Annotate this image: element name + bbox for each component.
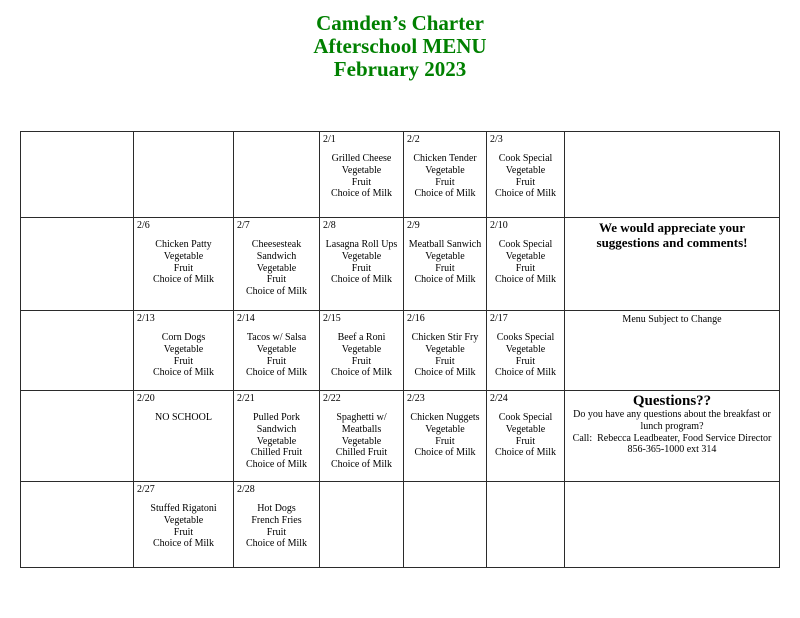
suggestions-note: We would appreciate your suggestions and… — [596, 220, 748, 250]
date-label: 2/1 — [323, 134, 336, 145]
empty-day-cell — [233, 131, 320, 218]
menu-items: NO SCHOOL — [155, 412, 212, 423]
menu-items: Cook Special Vegetable Fruit Choice of M… — [494, 153, 557, 200]
menu-items: Cooks Special Vegetable Fruit Choice of … — [494, 332, 557, 379]
document-title: Camden’s Charter Afterschool MENU Februa… — [0, 12, 800, 81]
empty-day-cell — [20, 131, 134, 218]
date-label: 2/21 — [237, 393, 255, 404]
date-label: 2/17 — [490, 313, 508, 324]
questions-line-2: Call: Rebecca Leadbeater, Food Service D… — [572, 432, 772, 444]
day-cell-2-13: 2/13 Corn Dogs Vegetable Fruit Choice of… — [133, 310, 234, 391]
note-cell-suggestions: We would appreciate your suggestions and… — [564, 217, 780, 311]
note-cell-empty — [564, 481, 780, 568]
day-cell-2-27: 2/27 Stuffed Rigatoni Vegetable Fruit Ch… — [133, 481, 234, 568]
menu-items: Beef a Roni Vegetable Fruit Choice of Mi… — [330, 332, 393, 379]
title-line-month: February 2023 — [333, 57, 467, 81]
day-cell-2-9: 2/9 Meatball Sanwich Vegetable Fruit Cho… — [403, 217, 487, 311]
date-label: 2/2 — [407, 134, 420, 145]
note-cell-empty — [564, 131, 780, 218]
day-cell-2-8: 2/8 Lasagna Roll Ups Vegetable Fruit Cho… — [319, 217, 404, 311]
day-cell-2-2: 2/2 Chicken Tender Vegetable Fruit Choic… — [403, 131, 487, 218]
menu-items: Chicken Nuggets Vegetable Fruit Choice o… — [410, 412, 480, 459]
day-cell-2-10: 2/10 Cook Special Vegetable Fruit Choice… — [486, 217, 565, 311]
date-label: 2/16 — [407, 313, 425, 324]
calendar-week-row-3: 2/13 Corn Dogs Vegetable Fruit Choice of… — [20, 310, 780, 391]
date-label: 2/13 — [137, 313, 155, 324]
questions-line-3: 856-365-1000 ext 314 — [627, 444, 717, 456]
day-cell-2-15: 2/15 Beef a Roni Vegetable Fruit Choice … — [319, 310, 404, 391]
menu-items: Hot Dogs French Fries Fruit Choice of Mi… — [245, 503, 308, 550]
note-cell-questions: Questions?? Do you have any questions ab… — [564, 390, 780, 482]
menu-items: Meatball Sanwich Vegetable Fruit Choice … — [408, 239, 482, 286]
menu-items: Stuffed Rigatoni Vegetable Fruit Choice … — [150, 503, 217, 550]
date-label: 2/14 — [237, 313, 255, 324]
calendar-week-row-2: 2/6 Chicken Patty Vegetable Fruit Choice… — [20, 217, 780, 311]
menu-items: Corn Dogs Vegetable Fruit Choice of Milk — [152, 332, 215, 379]
empty-day-cell — [319, 481, 404, 568]
empty-day-cell — [20, 390, 134, 482]
day-cell-2-21: 2/21 Pulled Pork Sandwich Vegetable Chil… — [233, 390, 320, 482]
empty-day-cell — [20, 217, 134, 311]
menu-items: Grilled Cheese Vegetable Fruit Choice of… — [330, 153, 393, 200]
date-label: 2/6 — [137, 220, 150, 231]
menu-items: Cook Special Vegetable Fruit Choice of M… — [494, 239, 557, 286]
empty-day-cell — [20, 481, 134, 568]
title-line-school-name: Camden’s Charter — [316, 11, 484, 35]
date-label: 2/20 — [137, 393, 155, 404]
questions-line-1: Do you have any questions about the brea… — [573, 409, 771, 432]
date-label: 2/28 — [237, 484, 255, 495]
note-cell-subject-to-change: Menu Subject to Change — [564, 310, 780, 391]
date-label: 2/9 — [407, 220, 420, 231]
day-cell-2-20: 2/20 NO SCHOOL — [133, 390, 234, 482]
day-cell-2-22: 2/22 Spaghetti w/ Meatballs Vegetable Ch… — [319, 390, 404, 482]
date-label: 2/24 — [490, 393, 508, 404]
day-cell-2-16: 2/16 Chicken Stir Fry Vegetable Fruit Ch… — [403, 310, 487, 391]
day-cell-2-23: 2/23 Chicken Nuggets Vegetable Fruit Cho… — [403, 390, 487, 482]
day-cell-2-1: 2/1 Grilled Cheese Vegetable Fruit Choic… — [319, 131, 404, 218]
empty-day-cell — [403, 481, 487, 568]
calendar-week-row-5: 2/27 Stuffed Rigatoni Vegetable Fruit Ch… — [20, 481, 780, 568]
date-label: 2/27 — [137, 484, 155, 495]
title-line-menu-type: Afterschool MENU — [313, 34, 487, 58]
empty-day-cell — [133, 131, 234, 218]
day-cell-2-17: 2/17 Cooks Special Vegetable Fruit Choic… — [486, 310, 565, 391]
day-cell-2-24: 2/24 Cook Special Vegetable Fruit Choice… — [486, 390, 565, 482]
date-label: 2/7 — [237, 220, 250, 231]
empty-day-cell — [486, 481, 565, 568]
questions-heading: Questions?? — [632, 393, 712, 409]
menu-items: Chicken Tender Vegetable Fruit Choice of… — [413, 153, 477, 200]
menu-items: Pulled Pork Sandwich Vegetable Chilled F… — [245, 412, 308, 471]
date-label: 2/15 — [323, 313, 341, 324]
empty-day-cell — [20, 310, 134, 391]
calendar-week-row-1: 2/1 Grilled Cheese Vegetable Fruit Choic… — [20, 131, 780, 218]
subject-to-change-note: Menu Subject to Change — [622, 314, 722, 325]
date-label: 2/3 — [490, 134, 503, 145]
date-label: 2/8 — [323, 220, 336, 231]
menu-calendar-table: 2/1 Grilled Cheese Vegetable Fruit Choic… — [20, 131, 780, 568]
calendar-week-row-4: 2/20 NO SCHOOL 2/21 Pulled Pork Sandwich… — [20, 390, 780, 482]
menu-items: Spaghetti w/ Meatballs Vegetable Chilled… — [330, 412, 393, 471]
day-cell-2-3: 2/3 Cook Special Vegetable Fruit Choice … — [486, 131, 565, 218]
menu-items: Lasagna Roll Ups Vegetable Fruit Choice … — [325, 239, 398, 286]
day-cell-2-6: 2/6 Chicken Patty Vegetable Fruit Choice… — [133, 217, 234, 311]
menu-items: Chicken Patty Vegetable Fruit Choice of … — [152, 239, 215, 286]
date-label: 2/22 — [323, 393, 341, 404]
date-label: 2/23 — [407, 393, 425, 404]
date-label: 2/10 — [490, 220, 508, 231]
day-cell-2-28: 2/28 Hot Dogs French Fries Fruit Choice … — [233, 481, 320, 568]
menu-items: Chicken Stir Fry Vegetable Fruit Choice … — [411, 332, 479, 379]
day-cell-2-14: 2/14 Tacos w/ Salsa Vegetable Fruit Choi… — [233, 310, 320, 391]
menu-items: Tacos w/ Salsa Vegetable Fruit Choice of… — [245, 332, 308, 379]
day-cell-2-7: 2/7 Cheesesteak Sandwich Vegetable Fruit… — [233, 217, 320, 311]
menu-items: Cheesesteak Sandwich Vegetable Fruit Cho… — [245, 239, 308, 298]
menu-items: Cook Special Vegetable Fruit Choice of M… — [494, 412, 557, 459]
